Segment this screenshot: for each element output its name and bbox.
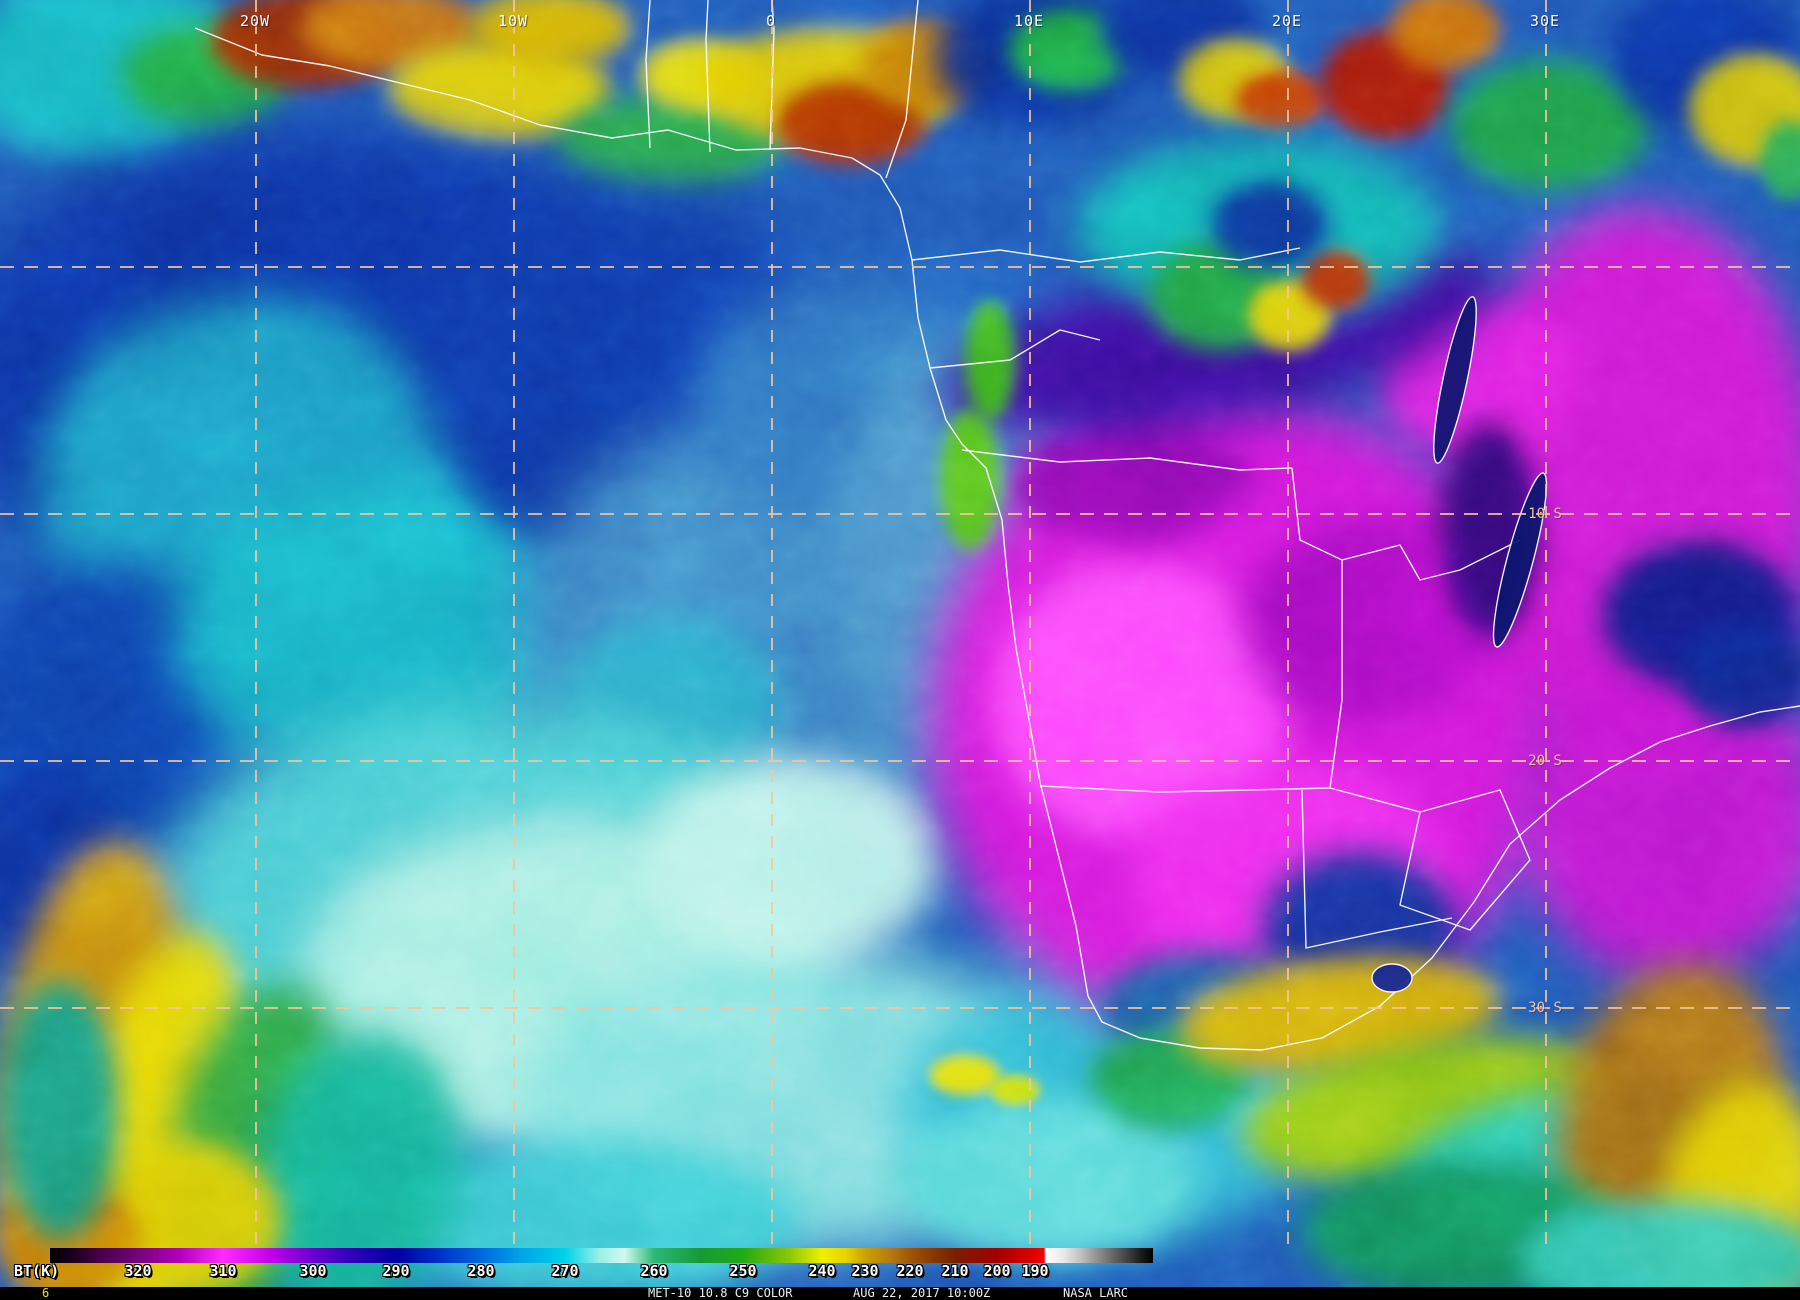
meridian-gridline: [1029, 0, 1031, 1248]
latitude-label: 10 S: [1528, 506, 1562, 522]
longitude-label: 20W: [239, 12, 271, 30]
latitude-label: 30 S: [1528, 1000, 1562, 1016]
meridian-gridline: [1287, 0, 1289, 1248]
meridian-gridline: [255, 0, 257, 1248]
parallel-gridline: [0, 513, 1800, 515]
longitude-label: 0: [765, 12, 777, 30]
parallel-gridline: [0, 760, 1800, 762]
meridian-gridline: [771, 0, 773, 1248]
longitude-label: 20E: [1271, 12, 1303, 30]
parallel-gridline: [0, 1007, 1800, 1009]
caption-bar: 6 MET-10 10.8 C9 COLOR AUG 22, 2017 10:0…: [0, 1287, 1800, 1300]
credit-label: NASA LARC: [1063, 1286, 1129, 1300]
parallel-gridline: [0, 266, 1800, 268]
longitude-label: 30E: [1529, 12, 1561, 30]
latitude-label: 20 S: [1528, 753, 1562, 769]
product-label: MET-10 10.8 C9 COLOR: [648, 1286, 793, 1300]
longitude-label: 10E: [1013, 12, 1045, 30]
timestamp-label: AUG 22, 2017 10:00Z: [853, 1286, 991, 1300]
longitude-label: 10W: [497, 12, 529, 30]
frame-number: 6: [42, 1286, 50, 1300]
meridian-gridline: [513, 0, 515, 1248]
meridian-gridline: [1545, 0, 1547, 1248]
